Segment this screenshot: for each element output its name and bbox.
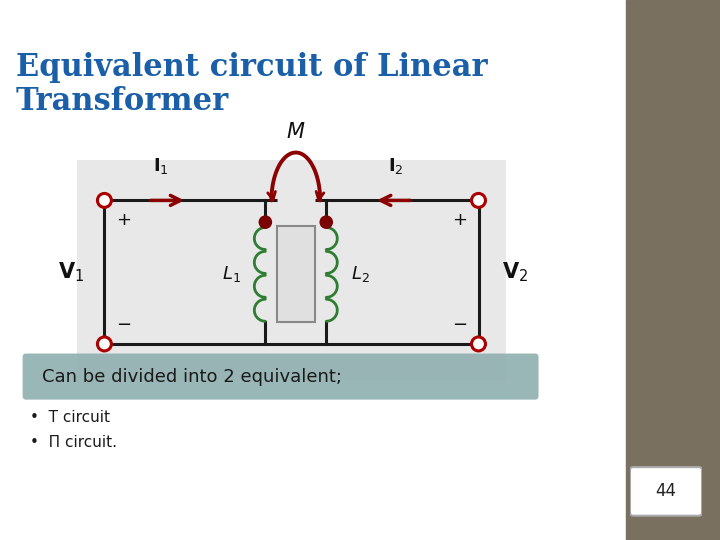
Text: $M$: $M$ xyxy=(286,122,305,142)
Text: +: + xyxy=(452,211,467,228)
Text: •  Π circuit.: • Π circuit. xyxy=(30,435,117,450)
FancyBboxPatch shape xyxy=(76,159,506,381)
Circle shape xyxy=(97,337,112,351)
FancyBboxPatch shape xyxy=(22,354,539,400)
Circle shape xyxy=(97,193,112,207)
Text: $\mathbf{I}_2$: $\mathbf{I}_2$ xyxy=(388,156,404,176)
Text: •  T circuit: • T circuit xyxy=(30,410,110,426)
Text: Transformer: Transformer xyxy=(16,85,229,117)
Text: −: − xyxy=(116,316,131,334)
Text: Equivalent circuit of Linear: Equivalent circuit of Linear xyxy=(16,52,487,84)
Bar xyxy=(276,226,315,322)
Text: $\mathbf{V}_2$: $\mathbf{V}_2$ xyxy=(502,260,528,284)
Text: $L_2$: $L_2$ xyxy=(351,265,369,285)
Text: $\mathbf{V}_1$: $\mathbf{V}_1$ xyxy=(58,260,84,284)
FancyBboxPatch shape xyxy=(630,467,702,516)
Text: $\mathbf{I}_1$: $\mathbf{I}_1$ xyxy=(153,156,168,176)
Circle shape xyxy=(472,193,485,207)
Circle shape xyxy=(259,216,271,228)
Text: Can be divided into 2 equivalent;: Can be divided into 2 equivalent; xyxy=(42,368,342,386)
Text: +: + xyxy=(116,211,131,228)
Circle shape xyxy=(320,216,333,228)
Circle shape xyxy=(472,337,485,351)
Text: $L_1$: $L_1$ xyxy=(222,265,241,285)
Text: −: − xyxy=(451,316,467,334)
Text: 44: 44 xyxy=(655,482,677,501)
